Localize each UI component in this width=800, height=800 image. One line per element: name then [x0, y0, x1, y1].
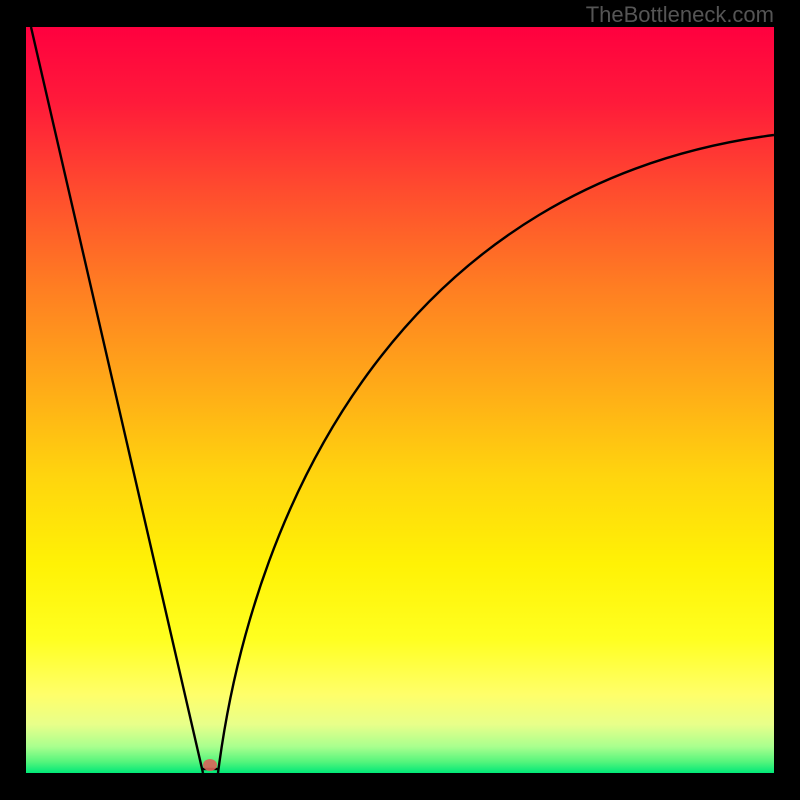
curve-right-branch: [218, 135, 774, 773]
watermark-text: TheBottleneck.com: [586, 2, 774, 28]
optimum-marker: [203, 759, 217, 771]
curve-left-branch: [31, 27, 203, 773]
curve-layer: [26, 27, 774, 773]
